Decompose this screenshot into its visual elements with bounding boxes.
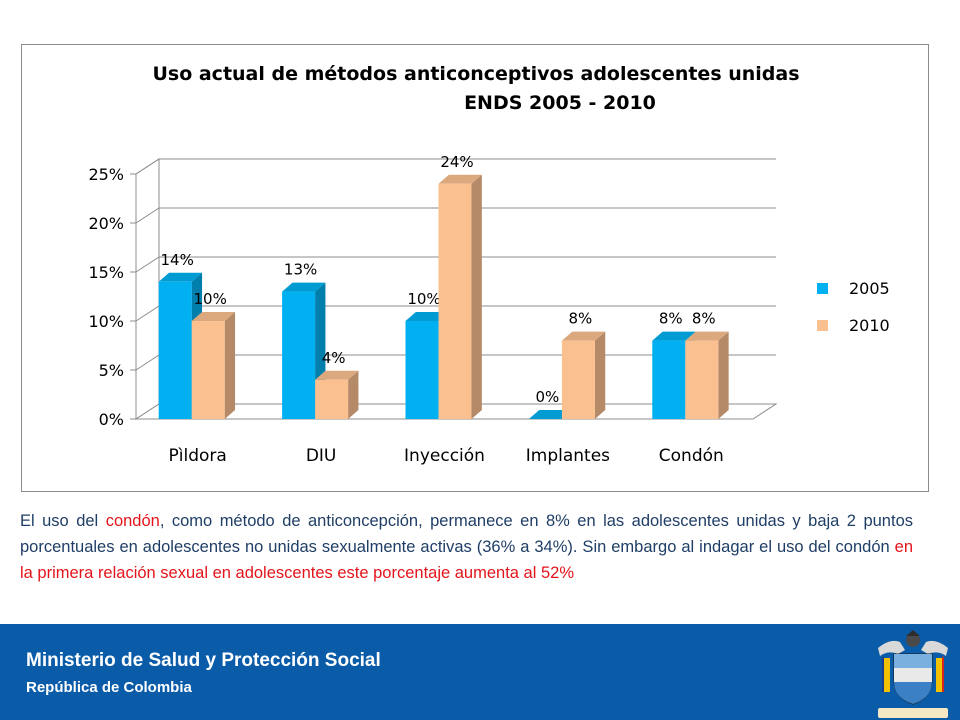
bar-2005-2 [405, 321, 439, 419]
data-label-2005-2: 10% [407, 290, 440, 308]
category-label-3: Implantes [526, 446, 610, 466]
data-label-2005-4: 8% [659, 310, 683, 328]
bar-side-2010-1 [348, 370, 359, 419]
caption-highlight-first-relation: en la primera relación sexual en adolesc… [20, 538, 913, 582]
data-label-2010-4: 8% [692, 310, 716, 328]
y-tick-label: 0% [99, 410, 124, 429]
bar-top-2010-0 [191, 312, 236, 321]
bar-2010-4 [685, 340, 719, 419]
gridline [135, 256, 776, 273]
bar-top-2005-4 [652, 331, 696, 341]
data-label-2010-3: 8% [569, 310, 593, 328]
gridline [135, 207, 776, 224]
bar-side-2010-2 [471, 174, 482, 419]
legend-label-2005: 2005 [849, 279, 890, 298]
bar-top-2005-3 [528, 410, 573, 419]
category-label-0: Pìldora [169, 446, 227, 466]
legend-swatch-2005 [817, 283, 828, 294]
caption-part-3: , como método de anticoncepción, permane… [20, 512, 913, 556]
category-label-4: Condón [659, 446, 724, 466]
bar-2005-0 [158, 281, 192, 419]
republic-name: República de Colombia [26, 679, 192, 696]
category-label-2: Inyección [404, 446, 485, 466]
footer-bar: Ministerio de Salud y Protección Social … [0, 624, 960, 720]
bar-top-2010-2 [438, 174, 482, 184]
chart-side-wall [135, 158, 160, 420]
data-label-2005-0: 14% [161, 251, 194, 269]
gridline [135, 158, 776, 175]
chart-frame: Uso actual de métodos anticonceptivos ad… [21, 44, 929, 492]
bar-2010-0 [191, 321, 225, 419]
chart-title-line-1: Uso actual de métodos anticonceptivos ad… [152, 63, 799, 85]
data-label-2005-1: 13% [284, 261, 317, 279]
bar-2005-1 [282, 291, 316, 419]
y-tick-label: 25% [88, 165, 124, 184]
y-tick-label: 10% [88, 312, 124, 331]
bar-top-2005-1 [282, 282, 326, 292]
bar-top-2005-0 [158, 272, 203, 282]
y-tick-label: 20% [88, 214, 124, 233]
bar-2010-1 [315, 379, 349, 419]
bar-side-2010-3 [594, 331, 606, 419]
legend-label-2010: 2010 [849, 316, 890, 335]
bar-top-2010-4 [685, 331, 729, 341]
y-tick-label: 5% [99, 361, 124, 380]
caption-highlight-condon: condón [105, 512, 160, 530]
data-label-2005-3: 0% [536, 388, 560, 406]
legend-swatch-2010 [817, 320, 828, 331]
bar-top-2010-3 [561, 331, 606, 341]
data-label-2010-2: 24% [440, 153, 473, 171]
chart-title-line-2: ENDS 2005 - 2010 [464, 92, 656, 114]
bar-side-2010-0 [224, 312, 236, 419]
bar-top-2005-2 [405, 312, 449, 321]
caption-paragraph: El uso del condón, como método de antico… [20, 508, 913, 586]
bar-chart: Uso actual de métodos anticonceptivos ad… [88, 63, 890, 466]
bar-top-2010-1 [315, 370, 359, 380]
bar-2010-3 [561, 340, 595, 419]
coat-of-arms-logo [878, 630, 948, 718]
bar-2010-2 [438, 183, 472, 419]
bar-2005-4 [652, 340, 686, 419]
y-tick-label: 15% [88, 263, 124, 282]
ministry-name: Ministerio de Salud y Protección Social [26, 650, 381, 671]
bar-side-2010-4 [718, 331, 729, 419]
category-label-1: DIU [306, 446, 337, 466]
data-label-2010-1: 4% [322, 349, 346, 367]
data-label-2010-0: 10% [194, 290, 227, 308]
caption-part-1: El uso del [20, 512, 106, 530]
